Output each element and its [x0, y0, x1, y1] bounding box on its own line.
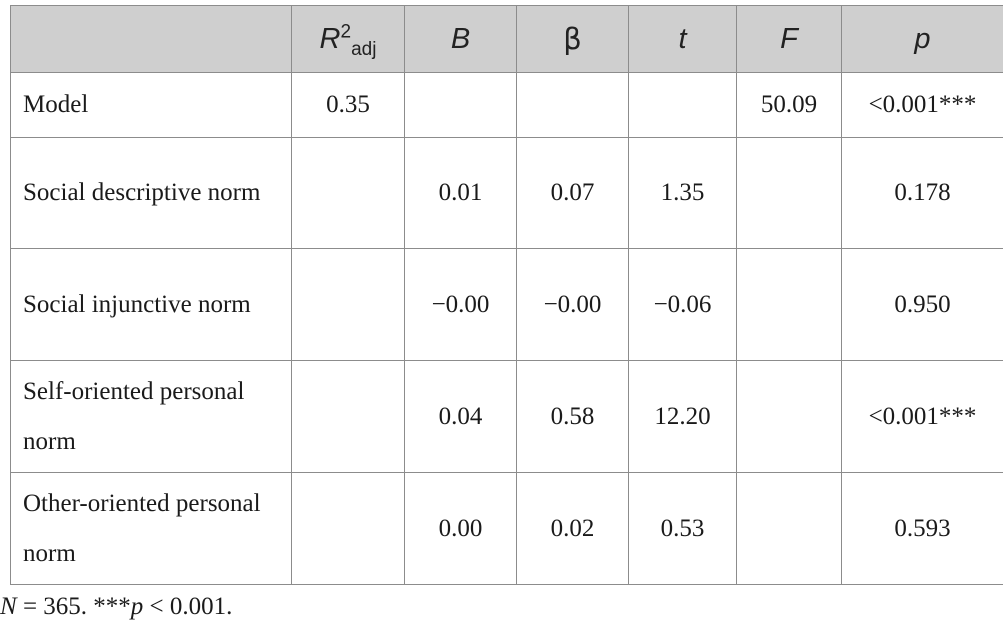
table-row: Social injunctive norm −0.00 −0.00 −0.06… — [10, 248, 1003, 361]
cell-p: <0.001*** — [841, 72, 1003, 138]
cell-beta — [516, 72, 629, 138]
row-label: Other-oriented personal norm — [10, 472, 292, 585]
footnote-p-threshold: < 0.001. — [143, 593, 233, 620]
cell-t: −0.06 — [628, 248, 737, 361]
header-beta: β — [516, 5, 629, 73]
cell-r2 — [291, 472, 405, 585]
cell-t: 0.53 — [628, 472, 737, 585]
cell-p: <0.001*** — [841, 360, 1003, 473]
header-p: p — [841, 5, 1003, 73]
header-f: F — [736, 5, 842, 73]
row-label: Model — [10, 72, 292, 138]
row-label: Social injunctive norm — [10, 248, 292, 361]
header-b: B — [404, 5, 517, 73]
table-row: Model 0.35 50.09 <0.001*** — [10, 72, 1003, 138]
header-r2-subscript: adj — [351, 38, 377, 60]
cell-b: −0.00 — [404, 248, 517, 361]
row-label: Social descriptive norm — [10, 137, 292, 249]
table-row: Other-oriented personal norm 0.00 0.02 0… — [10, 472, 1003, 585]
cell-beta: 0.02 — [516, 472, 629, 585]
footnote-n-value: = 365. *** — [16, 593, 131, 620]
cell-beta: −0.00 — [516, 248, 629, 361]
cell-f — [736, 248, 842, 361]
table-row: Self-oriented personal norm 0.04 0.58 12… — [10, 360, 1003, 473]
cell-t — [628, 72, 737, 138]
cell-r2 — [291, 248, 405, 361]
cell-r2 — [291, 360, 405, 473]
cell-b: 0.01 — [404, 137, 517, 249]
header-row: R2adj B β t F p — [10, 5, 1003, 73]
cell-f: 50.09 — [736, 72, 842, 138]
cell-b — [404, 72, 517, 138]
header-r2-adj: R2adj — [291, 5, 405, 73]
cell-f — [736, 137, 842, 249]
table-row: Social descriptive norm 0.01 0.07 1.35 0… — [10, 137, 1003, 249]
cell-beta: 0.07 — [516, 137, 629, 249]
footnote-p-symbol: p — [130, 593, 144, 620]
cell-f — [736, 472, 842, 585]
cell-t: 12.20 — [628, 360, 737, 473]
header-t: t — [628, 5, 737, 73]
row-label: Self-oriented personal norm — [10, 360, 292, 473]
cell-r2: 0.35 — [291, 72, 405, 138]
header-r2-symbol: R — [319, 22, 341, 55]
footnote-n-symbol: N — [0, 593, 17, 620]
cell-b: 0.00 — [404, 472, 517, 585]
cell-r2 — [291, 137, 405, 249]
cell-f — [736, 360, 842, 473]
cell-t: 1.35 — [628, 137, 737, 249]
cell-b: 0.04 — [404, 360, 517, 473]
regression-table: R2adj B β t F p Model 0.35 50.09 <0.001*… — [10, 5, 1003, 585]
header-r2-superscript: 2 — [340, 20, 352, 42]
cell-p: 0.178 — [841, 137, 1003, 249]
cell-beta: 0.58 — [516, 360, 629, 473]
cell-p: 0.950 — [841, 248, 1003, 361]
table-footnote: N = 365. ***p < 0.001. — [0, 593, 232, 621]
header-label-cell — [10, 5, 292, 73]
cell-p: 0.593 — [841, 472, 1003, 585]
